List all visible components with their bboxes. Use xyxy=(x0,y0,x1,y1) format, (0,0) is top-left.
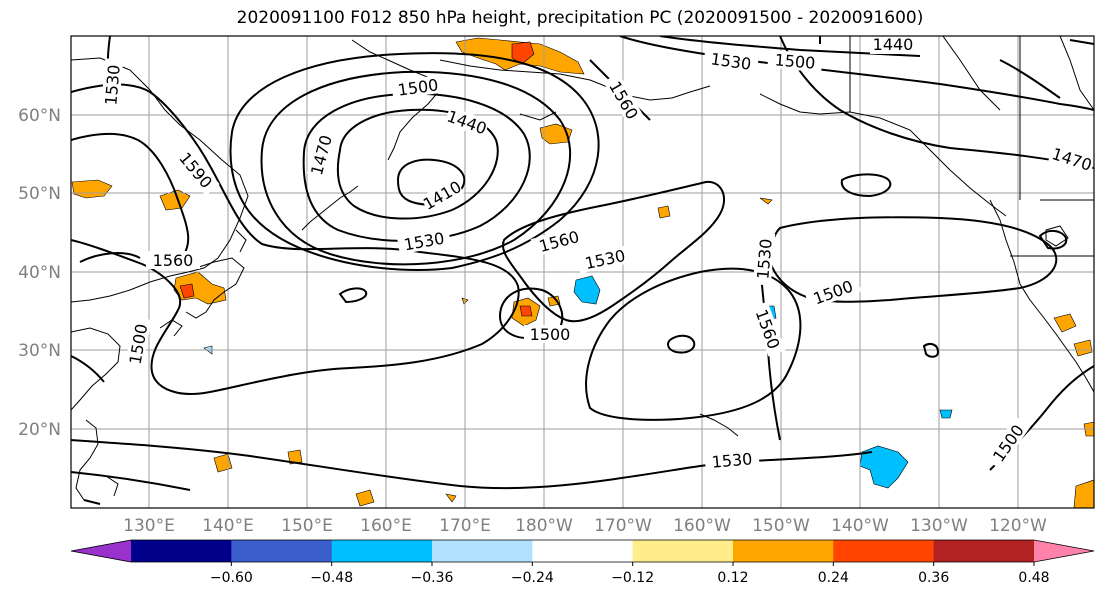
lat-label: 50°N xyxy=(18,184,61,204)
svg-text:1500: 1500 xyxy=(774,50,816,72)
svg-text:1560: 1560 xyxy=(153,251,194,270)
chart-title: 2020091100 F012 850 hPa height, precipit… xyxy=(236,8,924,28)
lat-label: 30°N xyxy=(18,341,61,361)
contour-label: 1440 xyxy=(870,35,916,54)
lon-label: 160°W xyxy=(673,516,731,536)
lon-label: 130°W xyxy=(910,516,968,536)
lat-label: 20°N xyxy=(18,420,61,440)
lon-label: 160°E xyxy=(360,516,412,536)
svg-text:1440: 1440 xyxy=(873,35,914,54)
contour-label: 1560 xyxy=(146,251,200,270)
height-contours xyxy=(71,36,1094,505)
lon-label: 180°W xyxy=(515,516,573,536)
contour-label: 1530 xyxy=(100,58,124,112)
lon-label: 150°E xyxy=(281,516,333,536)
colorbar-segment xyxy=(632,540,734,562)
lat-label: 40°N xyxy=(18,263,61,283)
colorbar-segment xyxy=(532,540,634,562)
svg-text:1500: 1500 xyxy=(530,325,571,344)
lat-label: 60°N xyxy=(18,106,61,126)
contour-label: 1500 xyxy=(124,316,151,372)
map-frame xyxy=(70,35,1095,509)
colorbar-tick-label: −0.12 xyxy=(611,570,654,586)
colorbar-segment xyxy=(432,540,533,562)
colorbar xyxy=(70,539,1095,563)
colorbar-extend-min xyxy=(71,540,131,562)
longitude-labels: 130°E 140°E 150°E 160°E 170°E 180°W 170°… xyxy=(123,516,1047,536)
colorbar-segment xyxy=(833,540,935,562)
contour-label: 1530 xyxy=(704,448,760,472)
colorbar-tick-label: −0.24 xyxy=(511,570,554,586)
lon-label: 120°W xyxy=(989,516,1047,536)
svg-text:1530: 1530 xyxy=(711,449,753,471)
contour-label: 1500 xyxy=(767,49,823,73)
colorbar-tick-label: 0.36 xyxy=(918,570,949,586)
colorbar-ticks: −0.60 −0.48 −0.36 −0.24 −0.12 0.12 0.24 0.36 0.4… xyxy=(210,562,1050,586)
lon-label: 150°W xyxy=(752,516,810,536)
precip-shading xyxy=(71,37,1094,508)
colorbar-segment xyxy=(933,540,1035,562)
colorbar-extend-max xyxy=(1034,540,1094,562)
colorbar-tick-label: 0.12 xyxy=(717,570,748,586)
lon-label: 140°W xyxy=(831,516,889,536)
contour-label: 1500 xyxy=(524,325,576,344)
lon-label: 170°W xyxy=(594,516,652,536)
colorbar-tick-label: −0.36 xyxy=(411,570,454,586)
colorbar-segment xyxy=(131,540,232,562)
latitude-labels: 60°N 50°N 40°N 30°N 20°N xyxy=(18,106,61,440)
colorbar-tick-label: −0.48 xyxy=(310,570,353,586)
contour-label: 1530 xyxy=(752,232,776,286)
lon-label: 130°E xyxy=(123,516,175,536)
colorbar-tick-label: 0.24 xyxy=(818,570,849,586)
colorbar-tick-label: −0.60 xyxy=(210,570,253,586)
colorbar-segment xyxy=(733,540,834,562)
svg-text:1530: 1530 xyxy=(101,64,123,106)
colorbar-tick-label: 0.48 xyxy=(1018,570,1049,586)
colorbar-segment xyxy=(331,540,433,562)
contour-label: 1530 xyxy=(703,48,759,74)
colorbar-outline xyxy=(70,539,1095,563)
svg-text:1530: 1530 xyxy=(753,238,775,280)
lon-label: 170°E xyxy=(439,516,491,536)
lon-label: 140°E xyxy=(202,516,254,536)
colorbar-segment xyxy=(231,540,333,562)
